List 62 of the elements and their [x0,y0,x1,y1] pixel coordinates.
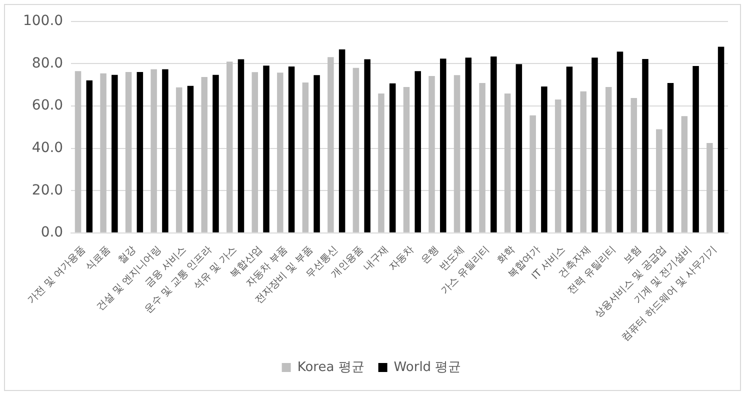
bar [378,94,384,232]
bar [338,49,346,232]
bar [314,75,320,232]
bar [389,83,396,232]
bar [125,72,132,232]
bar [100,73,106,232]
bar [263,66,270,232]
y-tick-label: 40.0 [32,140,64,156]
bar [162,69,168,232]
bar [479,82,486,232]
bar [605,86,612,232]
legend-label: World 평균 [394,360,462,375]
bar [706,143,713,232]
bar [428,76,435,232]
legend-label: Korea 평균 [297,360,364,375]
bar [454,75,460,232]
bar [150,69,157,232]
bar [187,86,194,232]
bar [176,87,182,232]
bar [252,72,258,232]
bar [592,58,598,232]
bar [302,82,309,232]
y-tick-label: 80.0 [32,55,64,72]
y-tick-label: 0.0 [40,224,64,241]
bar [364,59,370,232]
y-tick-label: 20.0 [32,182,64,198]
bar [414,71,421,232]
bar [440,58,446,232]
bar [238,59,244,232]
bar [541,86,548,232]
bar [630,98,638,232]
bar [86,80,93,232]
x-tick-label: 은행 [419,244,442,266]
bar [226,62,233,232]
bar [504,94,511,232]
bar [465,58,472,232]
y-tick-label: 100.0 [22,13,64,30]
bar [580,91,586,232]
bar [277,72,284,232]
bar [718,46,724,232]
x-tick-label: 보험 [622,244,644,266]
bar [352,68,360,232]
bar [288,66,295,232]
bar [74,71,82,232]
bar [201,77,208,232]
y-tick-label: 60.0 [32,98,64,114]
bar [490,56,497,232]
bar [566,66,573,232]
bar [212,74,219,232]
bar [530,115,536,232]
bar [616,52,624,232]
bar [516,64,522,232]
bar [642,59,648,232]
bar [656,129,662,232]
bar [112,74,118,232]
bar [403,86,410,232]
bar [554,99,562,232]
bar [136,72,144,232]
bar [667,82,674,232]
bar [692,66,699,232]
bar [328,57,334,232]
bar [681,116,688,232]
